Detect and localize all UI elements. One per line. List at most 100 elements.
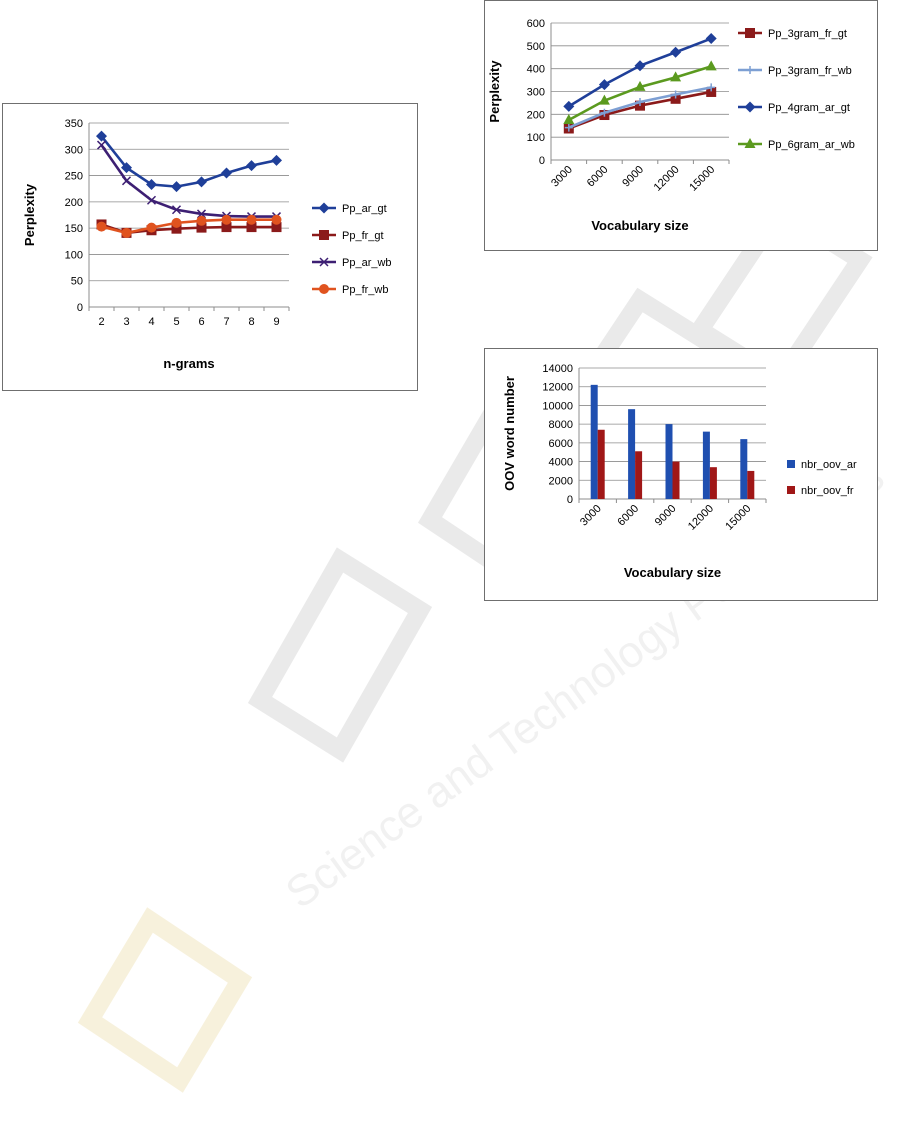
data-point xyxy=(564,123,573,132)
x-tick-label: 2 xyxy=(98,316,104,328)
bar xyxy=(702,431,710,499)
series-Pp_fr_wb xyxy=(96,214,282,238)
data-point xyxy=(146,179,157,191)
data-point xyxy=(171,223,182,234)
legend-label: Pp_3gram_fr_wb xyxy=(768,65,852,77)
data-point xyxy=(171,217,182,228)
x-tick-label: 9 xyxy=(273,316,279,328)
y-tick-label: 200 xyxy=(527,109,545,121)
y-tick-label: 6000 xyxy=(549,438,573,450)
y-tick-label: 10000 xyxy=(542,400,573,412)
x-axis-title: Vocabulary size xyxy=(624,565,721,580)
data-point xyxy=(670,46,682,58)
series-Pp_ar_gt xyxy=(96,130,282,193)
data-point xyxy=(271,154,282,166)
y-tick-label: 2000 xyxy=(549,475,573,487)
y-tick-label: 300 xyxy=(527,87,545,99)
y-tick-label: 50 xyxy=(71,276,83,288)
chart-border xyxy=(484,348,878,601)
y-tick-label: 250 xyxy=(65,171,83,183)
legend-marker xyxy=(744,101,756,113)
data-point xyxy=(246,214,257,225)
y-tick-label: 0 xyxy=(567,494,573,506)
y-tick-label: 150 xyxy=(65,223,83,235)
y-axis-title: Perplexity xyxy=(22,183,37,246)
chart-vocab-perplexity-frame: 0 100 200 300 400 500 600 3000 6000 9000 12000 1500… xyxy=(484,0,878,251)
data-point xyxy=(196,176,207,188)
bar xyxy=(590,384,598,499)
data-point xyxy=(707,83,716,92)
bar xyxy=(740,439,748,499)
bar xyxy=(665,424,673,499)
y-tick-label: 14000 xyxy=(542,363,573,375)
chart-ngrams-frame: 0 50 100 150 200 250 300 350 2 3 4 5 6 7 8 9 n-grams Perp… xyxy=(2,103,418,391)
x-tick-label: 7 xyxy=(223,316,229,328)
y-tick-label: 12000 xyxy=(542,382,573,394)
y-tick-label: 4000 xyxy=(549,457,573,469)
data-point xyxy=(563,114,575,125)
y-tick-label: 8000 xyxy=(549,419,573,431)
data-point xyxy=(598,79,610,91)
y-tick-label: 500 xyxy=(527,41,545,53)
data-point xyxy=(600,108,609,117)
legend-marker xyxy=(319,257,329,267)
legend-marker xyxy=(319,284,329,294)
data-point xyxy=(705,33,717,45)
x-tick-label: 5 xyxy=(173,316,179,328)
y-tick-label: 0 xyxy=(77,302,83,314)
series-Pp_6gram_ar_wb xyxy=(563,60,717,125)
data-point xyxy=(171,181,182,193)
data-point xyxy=(146,222,157,233)
x-tick-label: 3 xyxy=(123,316,129,328)
chart-oov-frame: 0 2000 4000 6000 8000 10000 12000 14000 3000 6000… xyxy=(484,348,878,601)
data-point xyxy=(246,222,257,233)
x-tick-label: 4 xyxy=(148,316,154,328)
y-tick-label: 200 xyxy=(65,197,83,209)
legend-label: nbr_oov_fr xyxy=(801,485,854,497)
legend-label: Pp_ar_gt xyxy=(342,203,387,215)
x-tick-label: 6 xyxy=(198,316,204,328)
data-point xyxy=(670,93,681,104)
data-point xyxy=(196,222,207,233)
legend-label: Pp_fr_gt xyxy=(342,230,384,242)
x-tick-label: 8 xyxy=(248,316,254,328)
y-axis-title: OOV word number xyxy=(502,376,517,491)
y-tick-label: 100 xyxy=(65,249,83,261)
legend-swatch xyxy=(787,460,795,468)
legend-label: Pp_4gram_ar_gt xyxy=(768,102,850,114)
legend-swatch xyxy=(787,486,795,494)
data-point xyxy=(96,140,107,150)
data-point xyxy=(121,162,132,174)
data-point xyxy=(146,195,157,205)
legend-label: nbr_oov_ar xyxy=(801,459,857,471)
x-axis-title: Vocabulary size xyxy=(591,218,688,233)
bar xyxy=(709,467,717,499)
series-Pp_4gram_ar_gt xyxy=(563,33,717,112)
y-axis-title: Perplexity xyxy=(487,60,502,123)
y-tick-label: 350 xyxy=(65,118,83,130)
legend-marker xyxy=(319,230,329,240)
bar xyxy=(597,429,605,499)
bar xyxy=(672,461,680,499)
data-point xyxy=(671,90,680,99)
legend-marker xyxy=(745,28,755,38)
data-point xyxy=(634,60,646,72)
data-point xyxy=(196,215,207,226)
data-point xyxy=(670,71,682,82)
legend-label: Pp_ar_wb xyxy=(342,257,392,269)
y-tick-label: 400 xyxy=(527,64,545,76)
legend-label: Pp_fr_wb xyxy=(342,284,388,296)
y-tick-label: 0 xyxy=(539,155,545,167)
data-point xyxy=(171,205,182,215)
chart-border xyxy=(484,0,878,251)
data-point xyxy=(271,214,282,225)
series-Pp_3gram_fr_wb xyxy=(564,83,716,132)
legend-label: Pp_3gram_fr_gt xyxy=(768,28,847,40)
data-point xyxy=(121,176,132,186)
y-tick-label: 100 xyxy=(527,132,545,144)
y-tick-label: 600 xyxy=(527,18,545,30)
x-axis-title: n-grams xyxy=(163,356,214,371)
data-point xyxy=(96,130,107,142)
